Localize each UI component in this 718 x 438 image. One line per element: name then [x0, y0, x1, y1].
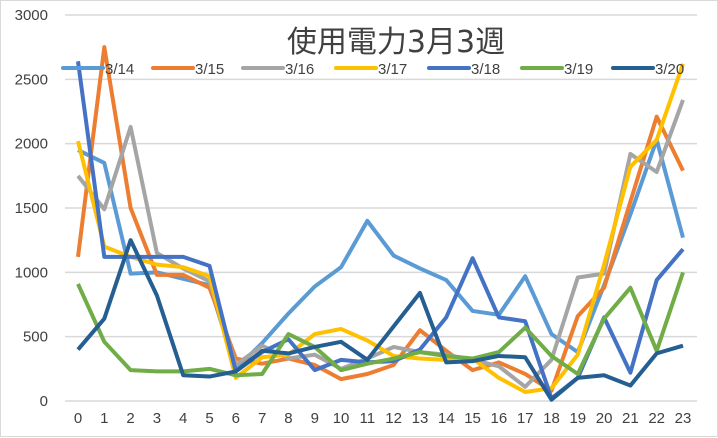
x-tick-label: 19 [569, 410, 586, 427]
x-tick-label: 4 [179, 410, 187, 427]
x-tick-label: 15 [464, 410, 481, 427]
x-tick-label: 16 [491, 410, 508, 427]
y-tick-label: 1000 [15, 264, 48, 281]
legend: 3/14 3/15 3/16 3/17 3/18 3/19 3/20 [61, 61, 684, 78]
legend-item: 3/14 [61, 61, 134, 78]
x-tick-label: 10 [333, 410, 350, 427]
x-tick-label: 1 [100, 410, 108, 427]
series-line-3-20 [76, 238, 684, 402]
y-axis-ticks: 0 500 1000 1500 2000 2500 3000 [15, 7, 48, 410]
y-tick-label: 2500 [15, 71, 48, 88]
legend-item: 3/18 [427, 61, 500, 78]
y-tick-label: 500 [23, 329, 48, 346]
x-tick-label: 13 [412, 410, 429, 427]
x-tick-label: 2 [126, 410, 134, 427]
x-tick-label: 6 [232, 410, 240, 427]
x-tick-label: 23 [675, 410, 692, 427]
legend-item: 3/20 [611, 61, 684, 78]
legend-label: 3/15 [195, 61, 224, 78]
x-tick-label: 11 [360, 410, 376, 427]
x-tick-label: 9 [311, 410, 319, 427]
x-tick-label: 21 [622, 410, 639, 427]
legend-label: 3/18 [471, 61, 500, 78]
x-axis-ticks: 0 1 2 3 4 5 6 7 8 9 10 11 12 13 14 15 16 17 18 19 20 21 22 23 [74, 410, 692, 427]
legend-label: 3/14 [105, 61, 134, 78]
legend-item: 3/16 [241, 61, 314, 78]
x-tick-label: 14 [438, 410, 455, 427]
y-tick-label: 1500 [15, 200, 48, 217]
x-tick-label: 20 [596, 410, 613, 427]
legend-label: 3/20 [655, 61, 684, 78]
x-tick-label: 17 [517, 410, 534, 427]
legend-label: 3/17 [378, 61, 407, 78]
legend-item: 3/19 [520, 61, 593, 78]
x-tick-label: 7 [258, 410, 266, 427]
x-tick-label: 8 [284, 410, 292, 427]
chart-title: 使用電力3月3週 [287, 25, 505, 60]
series-line-3-19 [76, 271, 685, 378]
series-line-3-15 [76, 45, 685, 393]
x-tick-label: 5 [205, 410, 213, 427]
legend-item: 3/15 [151, 61, 224, 78]
x-tick-label: 0 [74, 410, 82, 427]
series-line-3-17 [76, 63, 685, 394]
x-tick-label: 22 [648, 410, 665, 427]
legend-label: 3/19 [564, 61, 593, 78]
x-tick-label: 12 [385, 410, 402, 427]
legend-label: 3/16 [285, 61, 314, 78]
x-tick-label: 3 [153, 410, 161, 427]
x-tick-label: 18 [543, 410, 560, 427]
y-tick-label: 0 [40, 393, 48, 410]
y-tick-label: 3000 [15, 7, 48, 24]
y-tick-label: 2000 [15, 136, 48, 153]
legend-item: 3/17 [334, 61, 407, 78]
series-lines [76, 45, 685, 402]
